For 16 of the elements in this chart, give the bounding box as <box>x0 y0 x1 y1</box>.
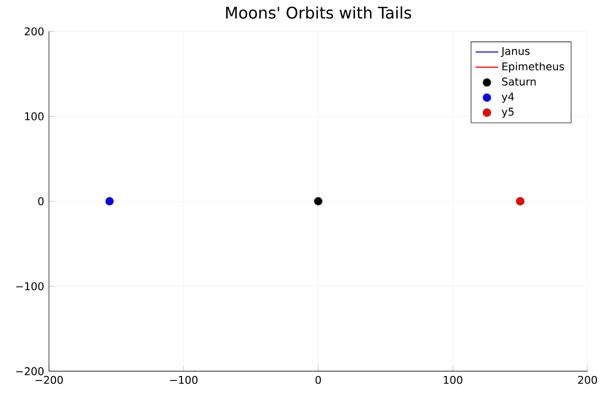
x-tick-label: −200 <box>35 376 63 384</box>
legend-label: y4 <box>502 92 514 103</box>
chart-title: Moons' Orbits with Tails <box>226 6 412 19</box>
x-tick-label: 0 <box>316 376 321 384</box>
legend-label: y5 <box>502 108 514 118</box>
x-tick-label: −100 <box>170 376 198 384</box>
y-tick-label: 0 <box>38 197 44 206</box>
legend-label: Epimetheus <box>502 62 564 72</box>
y-tick-label: −200 <box>16 367 44 376</box>
legend-label: Janus <box>500 47 530 57</box>
x-tick-label: 100 <box>444 376 462 384</box>
y-tick-label: 100 <box>25 112 44 120</box>
y-tick-label: −100 <box>16 282 44 290</box>
x-tick-label: 200 <box>578 376 597 384</box>
legend-label: Saturn <box>502 78 536 86</box>
y-tick-label: 200 <box>24 27 44 36</box>
